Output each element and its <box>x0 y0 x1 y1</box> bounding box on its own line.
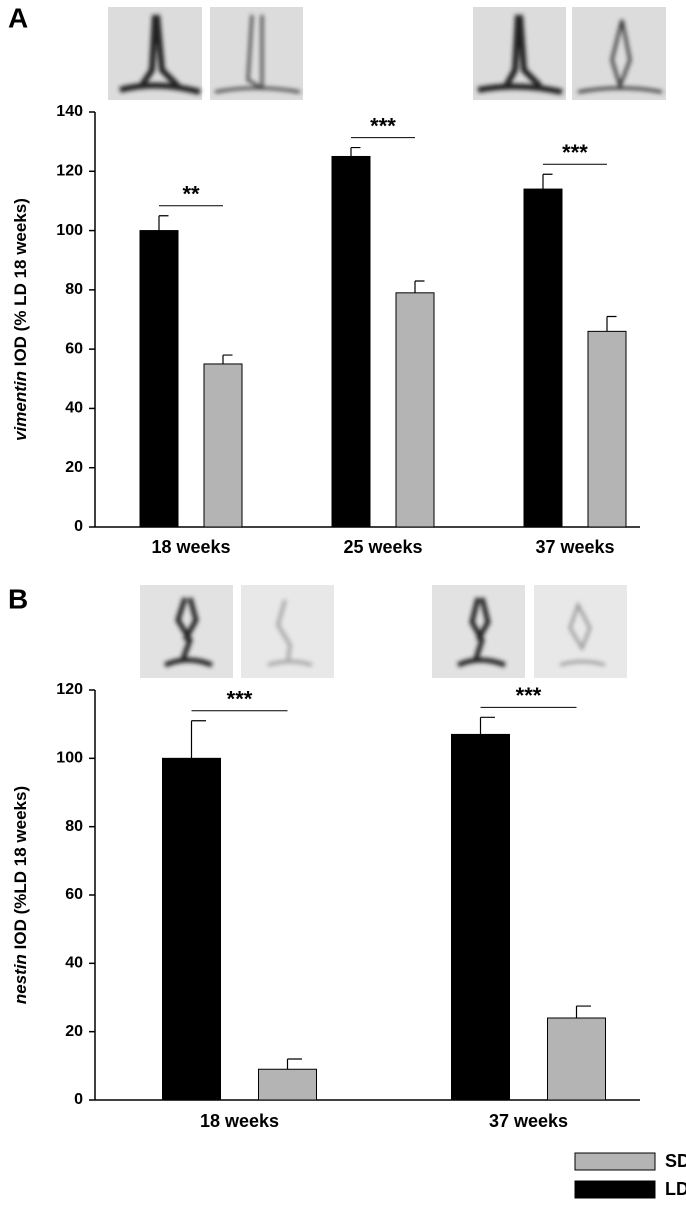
y-axis-label-italic: vimentin <box>11 371 30 441</box>
y-tick-label: 20 <box>65 1023 83 1040</box>
y-tick-label: 100 <box>56 222 83 239</box>
thumbnail <box>241 585 334 678</box>
legend-label: SD <box>665 1151 686 1171</box>
y-axis-label-text: IOD (% LD 18 weeks) <box>11 198 30 366</box>
y-tick-label: 80 <box>65 281 83 298</box>
y-tick-label: 100 <box>56 750 83 767</box>
error-bar <box>575 1005 591 1018</box>
error-bar <box>350 146 361 157</box>
legend-label: LD <box>665 1179 686 1199</box>
bar <box>547 1017 606 1101</box>
y-tick-label: 40 <box>65 400 83 417</box>
bar <box>139 230 179 528</box>
x-tick-label: 37 weeks <box>489 1111 568 1131</box>
bar <box>451 733 510 1101</box>
error-bar <box>479 716 495 735</box>
bar <box>395 292 435 528</box>
error-bar <box>414 280 425 293</box>
y-axis-label: nestin IOD (%LD 18 weeks) <box>11 786 30 1004</box>
x-tick-label: 18 weeks <box>151 537 230 557</box>
x-tick-label: 25 weeks <box>343 537 422 557</box>
x-tick-label: 37 weeks <box>535 537 614 557</box>
legend-swatch <box>574 1180 656 1199</box>
error-bar <box>222 354 233 364</box>
y-axis-label-text: IOD (%LD 18 weeks) <box>11 786 30 949</box>
error-bar <box>542 173 553 190</box>
thumbnails <box>108 7 666 678</box>
significance-label: *** <box>227 687 253 712</box>
bar <box>523 188 563 528</box>
error-bar <box>286 1058 302 1070</box>
thumbnail <box>210 7 303 100</box>
error-bar <box>190 720 206 759</box>
bar <box>587 330 627 528</box>
y-tick-label: 80 <box>65 818 83 835</box>
y-tick-label: 40 <box>65 955 83 972</box>
bar <box>331 155 371 528</box>
y-tick-label: 120 <box>56 681 83 698</box>
thumbnail <box>108 7 202 100</box>
y-tick-label: 0 <box>74 518 83 535</box>
significance-label: ** <box>182 182 200 207</box>
thumbnail <box>473 7 566 100</box>
y-tick-label: 140 <box>56 103 83 120</box>
x-tick-label: 18 weeks <box>200 1111 279 1131</box>
legend-swatch <box>574 1152 656 1171</box>
bar <box>258 1068 317 1101</box>
significance-label: *** <box>370 113 396 138</box>
y-tick-label: 60 <box>65 886 83 903</box>
significance-label: *** <box>516 683 542 708</box>
panel-label: B <box>8 583 28 614</box>
panel-label: A <box>8 2 28 33</box>
y-axis-label-italic: nestin <box>11 954 30 1004</box>
y-tick-label: 60 <box>65 340 83 357</box>
error-bar <box>158 215 169 231</box>
y-tick-label: 0 <box>74 1091 83 1108</box>
bar <box>203 363 243 528</box>
thumbnail <box>432 585 525 678</box>
y-axis-label: vimentin IOD (% LD 18 weeks) <box>11 198 30 441</box>
thumbnail <box>140 585 233 678</box>
y-tick-label: 120 <box>56 163 83 180</box>
significance-label: *** <box>562 140 588 165</box>
thumbnail <box>534 585 627 678</box>
bar <box>162 757 221 1101</box>
thumbnail <box>572 7 666 100</box>
y-tick-label: 20 <box>65 459 83 476</box>
error-bar <box>606 315 617 332</box>
